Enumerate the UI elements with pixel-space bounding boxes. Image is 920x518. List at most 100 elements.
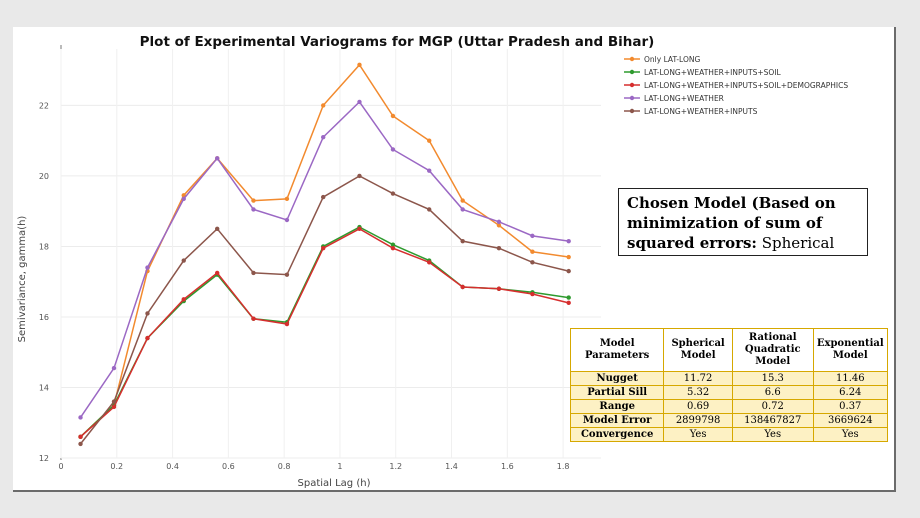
- x-tick-label: 1.2: [389, 462, 402, 471]
- legend-marker: [629, 95, 635, 101]
- data-point: [145, 311, 150, 316]
- table-header-row: Model Parameters Spherical Model Rationa…: [569, 328, 889, 372]
- data-point: [530, 291, 535, 297]
- x-tick-label: 0.8: [278, 462, 291, 471]
- chart-title: Plot of Experimental Variograms for MGP …: [140, 34, 655, 50]
- x-tick-label: 1.6: [501, 462, 514, 471]
- table-cell: Yes: [812, 427, 889, 442]
- model-parameters-table: Model Parameters Spherical Model Rationa…: [569, 328, 889, 442]
- data-point: [111, 404, 117, 410]
- data-point: [78, 434, 83, 440]
- x-axis-title: Spatial Lag (h): [298, 478, 371, 489]
- data-point: [321, 134, 326, 140]
- y-tick-label: 20: [39, 172, 49, 181]
- data-point: [181, 258, 186, 263]
- table-cell: 11.72: [663, 371, 733, 386]
- y-tick-label: 16: [39, 313, 49, 322]
- variogram-chart: Plot of Experimental Variograms for MGP …: [17, 34, 848, 489]
- data-point: [357, 62, 362, 68]
- data-point: [427, 260, 432, 265]
- data-point: [357, 173, 362, 179]
- legend-label: LAT-LONG+WEATHER: [644, 94, 724, 103]
- data-point: [111, 399, 117, 404]
- data-point: [390, 147, 396, 152]
- x-tick-label: 0: [58, 462, 63, 471]
- data-point: [566, 254, 571, 260]
- data-point: [530, 260, 535, 265]
- table-cell: 6.6: [731, 385, 814, 400]
- legend-marker: [629, 108, 635, 114]
- y-axis-ticks: 12 14 16 18 20 22: [39, 101, 49, 463]
- x-tick-label: 0.4: [166, 462, 179, 471]
- legend-label: LAT-LONG+WEATHER+INPUTS: [644, 107, 758, 116]
- grid: [60, 45, 601, 460]
- data-point: [566, 238, 571, 244]
- legend-marker: [629, 82, 635, 88]
- table-header: Rational Quadratic Model: [731, 328, 814, 372]
- y-axis-title: Semivariance, gamma(h): [17, 216, 28, 343]
- chosen-model-value: Spherical: [756, 234, 835, 252]
- data-point: [181, 297, 186, 302]
- table-cell: 0.72: [731, 399, 814, 414]
- data-point: [215, 270, 220, 276]
- table-row: Nugget 11.72 15.3 11.46: [569, 371, 889, 386]
- legend-marker: [629, 56, 635, 62]
- data-point: [145, 335, 150, 341]
- data-point: [566, 300, 571, 306]
- table-cell: 2899798: [663, 413, 733, 428]
- data-point: [251, 198, 256, 203]
- data-point: [181, 196, 186, 202]
- data-point: [460, 284, 465, 290]
- chosen-model-bold-text: Chosen Model (Based on minimization of s…: [627, 194, 836, 252]
- table-row: Model Error 2899798 138467827 3669624: [569, 413, 889, 428]
- data-point: [390, 242, 396, 247]
- data-point: [390, 113, 396, 119]
- table-cell: Convergence: [569, 427, 665, 442]
- table-cell: 6.24: [812, 385, 889, 400]
- y-tick-label: 22: [39, 101, 49, 110]
- data-point: [566, 268, 571, 274]
- table-cell: 138467827: [731, 413, 814, 428]
- y-tick-label: 14: [39, 383, 49, 392]
- data-point: [460, 207, 465, 212]
- data-point: [321, 194, 326, 200]
- data-point: [145, 265, 150, 270]
- x-tick-label: 1.8: [557, 462, 570, 471]
- table-header: Exponential Model: [812, 328, 889, 372]
- table-cell: 5.32: [663, 385, 733, 400]
- table-header: Model Parameters: [569, 328, 665, 372]
- data-point: [357, 99, 362, 105]
- series-line: [79, 175, 569, 445]
- table-cell: Nugget: [569, 371, 665, 386]
- legend-label: Only LAT-LONG: [644, 55, 700, 64]
- table-row: Range 0.69 0.72 0.37: [569, 399, 889, 414]
- table-cell: Yes: [663, 427, 733, 442]
- data-point: [496, 223, 502, 228]
- data-point: [321, 103, 326, 108]
- table-cell: 15.3: [731, 371, 814, 386]
- data-point: [530, 233, 535, 239]
- table-cell: Model Error: [569, 413, 665, 428]
- data-point: [496, 246, 502, 251]
- data-point: [390, 191, 396, 196]
- x-tick-label: 1.4: [445, 462, 458, 471]
- legend-label: LAT-LONG+WEATHER+INPUTS+SOIL: [644, 68, 782, 77]
- data-point: [321, 246, 326, 251]
- legend-label: LAT-LONG+WEATHER+INPUTS+SOIL+DEMOGRAPHIC…: [644, 81, 848, 90]
- data-point: [78, 441, 83, 447]
- y-tick-label: 12: [39, 454, 49, 463]
- data-point: [460, 198, 465, 203]
- chart-panel: Plot of Experimental Variograms for MGP …: [13, 27, 896, 492]
- x-tick-label: 1: [337, 462, 342, 471]
- data-point: [427, 207, 432, 212]
- chosen-model-callout: Chosen Model (Based on minimization of s…: [618, 188, 868, 256]
- series-line: [80, 227, 569, 438]
- table-cell: Partial Sill: [569, 385, 665, 400]
- data-point: [427, 138, 432, 143]
- data-point: [284, 321, 290, 327]
- table-row: Partial Sill 5.32 6.6 6.24: [569, 385, 889, 400]
- data-point: [284, 272, 290, 277]
- data-point: [284, 217, 290, 223]
- data-point: [496, 286, 502, 291]
